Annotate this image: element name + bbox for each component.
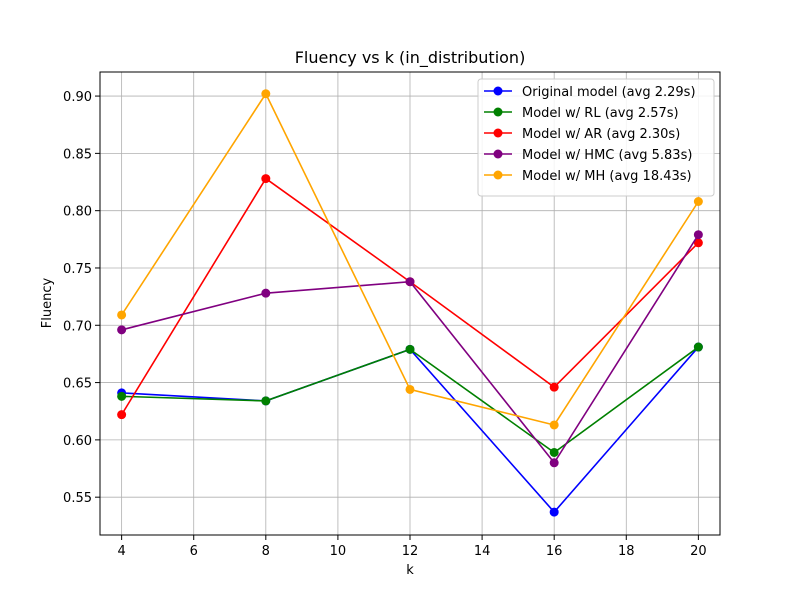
data-point	[549, 458, 559, 468]
legend-swatch-marker	[493, 128, 503, 138]
x-tick-label: 16	[546, 544, 563, 559]
data-point	[549, 382, 559, 392]
y-tick-label: 0.90	[63, 90, 92, 105]
x-tick-label: 14	[474, 544, 491, 559]
legend-item: Model w/ MH (avg 18.43s)	[484, 169, 692, 184]
x-axis-title: k	[406, 563, 414, 578]
legend-item: Model w/ RL (avg 2.57s)	[484, 106, 679, 121]
x-tick-label: 8	[262, 544, 270, 559]
data-point	[693, 230, 703, 240]
data-point	[693, 197, 703, 207]
x-tick-label: 6	[190, 544, 198, 559]
y-axis-title: Fluency	[40, 277, 55, 328]
data-point	[261, 174, 271, 184]
series-2	[117, 342, 703, 457]
y-tick-label: 0.75	[63, 262, 92, 277]
series-4	[117, 230, 703, 468]
data-point	[117, 410, 127, 420]
data-point	[693, 238, 703, 248]
x-tick-label: 4	[117, 544, 125, 559]
data-point	[549, 507, 559, 517]
data-point	[693, 342, 703, 352]
legend-label: Model w/ AR (avg 2.30s)	[522, 127, 680, 142]
y-tick-label: 0.55	[63, 491, 92, 506]
data-point	[261, 89, 271, 99]
x-tick-label: 10	[330, 544, 347, 559]
legend: Original model (avg 2.29s) Model w/ RL (a…	[477, 78, 715, 197]
x-tick-label: 18	[618, 544, 635, 559]
y-tick-label: 0.60	[63, 434, 92, 449]
series-5	[117, 89, 703, 430]
data-point	[405, 277, 415, 287]
legend-label: Model w/ MH (avg 18.43s)	[522, 169, 692, 184]
legend-label: Original model (avg 2.29s)	[522, 85, 696, 100]
legend-label: Model w/ RL (avg 2.57s)	[522, 106, 679, 121]
x-axis-ticks: 4 6 8 10 12 14 16 18 20	[117, 535, 707, 559]
legend-item: Model w/ AR (avg 2.30s)	[484, 127, 680, 142]
legend-label: Model w/ HMC (avg 5.83s)	[522, 148, 692, 163]
y-tick-label: 0.65	[63, 377, 92, 392]
legend-swatch-marker	[493, 107, 503, 117]
data-point	[549, 420, 559, 430]
y-tick-label: 0.70	[63, 319, 92, 334]
data-point	[261, 288, 271, 298]
series-layer	[117, 89, 703, 517]
legend-swatch-marker	[493, 86, 503, 96]
y-tick-label: 0.85	[63, 147, 92, 162]
plot-frame	[99, 71, 721, 536]
y-axis-ticks: 0.55 0.60 0.65 0.70 0.75 0.80 0.85 0.90	[63, 90, 100, 506]
x-tick-label: 20	[690, 544, 707, 559]
chart-title: Fluency vs k (in_distribution)	[295, 48, 526, 68]
y-tick-label: 0.80	[63, 205, 92, 220]
x-tick-label: 12	[402, 544, 419, 559]
legend-item: Model w/ HMC (avg 5.83s)	[484, 148, 692, 163]
legend-box	[477, 78, 715, 197]
data-point	[117, 310, 127, 320]
data-point	[549, 447, 559, 457]
data-point	[117, 325, 127, 335]
legend-swatch-marker	[493, 149, 503, 159]
data-point	[117, 391, 127, 401]
legend-item: Original model (avg 2.29s)	[484, 85, 696, 100]
data-point	[405, 384, 415, 394]
legend-swatch-marker	[493, 170, 503, 180]
data-point	[405, 344, 415, 354]
data-point	[261, 396, 271, 406]
